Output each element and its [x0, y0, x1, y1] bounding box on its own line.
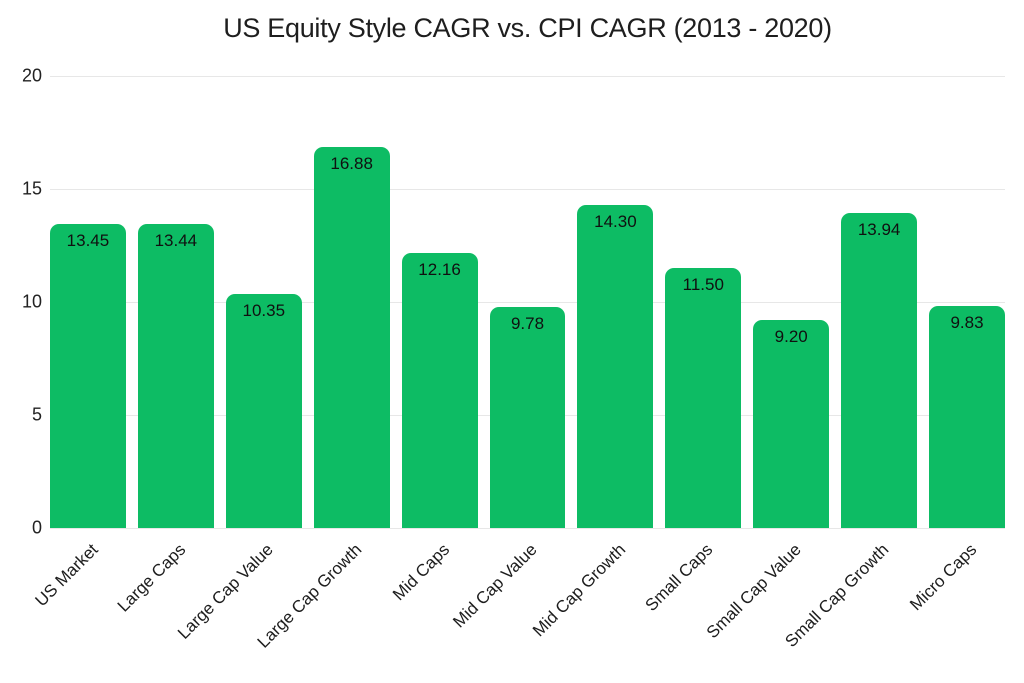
y-tick-label: 20 — [21, 65, 42, 86]
y-axis-labels: 0 5 10 15 20 — [0, 66, 42, 538]
bar-value-label: 16.88 — [330, 153, 373, 173]
gridline — [50, 302, 1005, 303]
y-tick-label: 15 — [21, 178, 42, 199]
y-tick-label: 0 — [31, 517, 42, 538]
bar-value-label: 9.83 — [950, 312, 984, 332]
x-tick-cell: Micro Caps — [906, 528, 1005, 678]
y-tick-label: 10 — [21, 291, 42, 312]
gridline — [50, 528, 1005, 529]
x-tick-cell: Large Cap Growth — [253, 528, 390, 678]
bar: 9.83 — [929, 305, 1005, 528]
x-axis-labels: US Market Large Caps Large Cap Value Large … — [31, 528, 1005, 678]
gridline — [50, 189, 1005, 190]
bar-value-label: 9.20 — [774, 327, 808, 347]
bar: 13.44 — [137, 224, 214, 528]
bar: 16.88 — [313, 146, 390, 528]
x-tick-label: Micro Caps — [906, 540, 981, 615]
bar-value-label: 9.78 — [510, 313, 545, 333]
y-tick-label: 5 — [31, 404, 42, 425]
bar-value-label: 12.16 — [418, 260, 461, 280]
bar: 14.30 — [577, 204, 654, 528]
x-tick-cell: Small Cap Growth — [782, 528, 917, 678]
chart-title: US Equity Style CAGR vs. CPI CAGR (2013 … — [223, 13, 832, 43]
bar-value-label: 10.35 — [242, 301, 286, 321]
bar-value-label: 11.50 — [682, 275, 724, 295]
bar: 10.35 — [225, 294, 302, 528]
bar: 9.78 — [489, 306, 566, 528]
x-tick-cell: Mid Cap Growth — [529, 528, 653, 678]
bar-value-label: 13.44 — [154, 231, 198, 251]
x-tick-label: US Market — [31, 540, 102, 611]
bar: 13.45 — [50, 224, 126, 528]
bar: 11.50 — [665, 268, 742, 528]
bar: 12.16 — [401, 253, 478, 528]
gridline — [50, 76, 1005, 77]
bar-series: 13.45 13.44 10.35 16.88 12.16 9.78 14.30 11.50 9… — [50, 76, 1005, 528]
x-tick-label: Mid Caps — [388, 540, 454, 605]
bar: 13.94 — [841, 212, 918, 528]
bar-value-label: 14.30 — [594, 211, 637, 231]
bar-value-label: 13.94 — [857, 219, 901, 239]
bar: 9.20 — [753, 320, 830, 528]
plot-area: 13.45 13.44 10.35 16.88 12.16 9.78 14.30 11.50 9… — [50, 76, 1005, 529]
bar-value-label: 13.45 — [66, 231, 110, 251]
